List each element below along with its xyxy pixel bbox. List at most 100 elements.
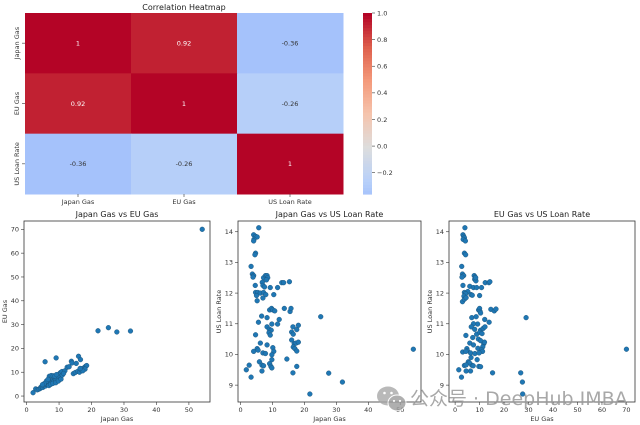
y-axis-label: US Loan Rate	[426, 290, 434, 334]
data-point	[470, 334, 476, 341]
colorbar-tick-label: 0.2	[377, 116, 387, 124]
colorbar-segment	[363, 151, 372, 156]
data-point	[252, 282, 258, 289]
x-tick-label: 20	[87, 406, 95, 414]
y-tick-label: 9	[440, 381, 444, 389]
data-point	[463, 362, 469, 368]
colorbar-segment	[363, 22, 372, 26]
colorbar-segment	[363, 70, 372, 74]
colorbar-segment	[363, 118, 372, 123]
data-point	[477, 310, 484, 316]
data-point	[45, 376, 51, 382]
colorbar-segment	[363, 106, 372, 111]
colorbar-segment	[363, 124, 372, 129]
x-tick-label: 50	[185, 406, 193, 414]
data-point	[463, 295, 469, 301]
data-point	[290, 324, 296, 330]
data-point	[281, 280, 287, 286]
data-point	[248, 374, 254, 380]
data-point	[290, 370, 296, 376]
colorbar-segment	[363, 109, 372, 114]
heatmap-cell-label: -0.26	[282, 100, 299, 108]
data-point	[199, 226, 205, 232]
data-point	[127, 328, 134, 334]
colorbar-segment	[363, 13, 372, 17]
heatmap-row-label: US Loan Rate	[13, 142, 21, 186]
data-point	[474, 357, 480, 363]
colorbar-segment	[363, 127, 372, 132]
data-point	[482, 324, 488, 330]
data-point	[263, 292, 269, 298]
y-tick-label: 40	[11, 297, 19, 305]
colorbar-segment	[363, 91, 372, 96]
data-point	[477, 364, 484, 370]
data-point	[474, 284, 480, 291]
heatmap-cell	[25, 73, 132, 135]
x-tick-label: 40	[152, 406, 160, 414]
colorbar-segment	[363, 172, 372, 177]
colorbar-tick-label: 0.6	[377, 63, 387, 71]
scatter-japan-vs-eu: Japan Gas vs EU Gas 0 10 20 30 40 50 0 10 20 30 40 5…	[1, 210, 211, 423]
data-point	[275, 284, 281, 291]
x-tick-label: 70	[622, 406, 630, 414]
y-tick-label: 0	[15, 392, 19, 400]
data-point	[489, 370, 496, 376]
y-tick-label: 30	[11, 321, 19, 329]
colorbar-segment	[363, 139, 372, 144]
heatmap-cell-label: 0.92	[177, 39, 191, 47]
y-tick-label: 20	[11, 345, 19, 353]
data-point	[462, 238, 468, 244]
data-point	[289, 337, 295, 343]
plot-title: Japan Gas vs US Loan Rate	[275, 210, 384, 219]
colorbar-segment	[363, 136, 372, 141]
wechat-icon	[377, 386, 407, 412]
data-point	[290, 331, 296, 337]
colorbar-segment	[363, 64, 372, 68]
x-tick-label: 30	[120, 406, 128, 414]
data-point	[463, 348, 469, 354]
heatmap-cell-label: -0.36	[282, 39, 299, 47]
colorbar-segment	[363, 94, 372, 99]
data-point	[39, 382, 46, 388]
colorbar-segment	[363, 142, 372, 147]
colorbar-segment	[363, 46, 372, 50]
heatmap-cell	[25, 133, 132, 195]
x-axis-label: Japan Gas	[100, 415, 134, 423]
colorbar-segment	[363, 85, 372, 90]
data-point	[269, 357, 275, 363]
data-point	[469, 292, 475, 298]
y-tick-label: 13	[225, 259, 233, 267]
data-point	[250, 274, 256, 280]
y-tick-label: 70	[11, 226, 19, 234]
colorbar-segment	[363, 55, 372, 59]
data-point	[269, 365, 275, 371]
data-point	[253, 292, 260, 299]
data-point	[295, 339, 301, 345]
data-point	[261, 284, 268, 290]
colorbar-segment	[363, 154, 372, 159]
data-point	[77, 357, 84, 363]
data-point	[260, 295, 266, 301]
x-tick-label: 40	[364, 406, 372, 414]
data-point	[467, 350, 474, 356]
data-point	[30, 390, 36, 396]
heatmap-cell-label: 1	[288, 160, 292, 168]
data-point	[473, 275, 479, 281]
colorbar-segment	[363, 187, 372, 192]
data-point	[318, 314, 324, 320]
colorbar-segment	[363, 82, 372, 86]
data-point	[259, 368, 265, 374]
data-point	[476, 292, 483, 299]
data-point	[472, 326, 478, 332]
x-tick-label: 40	[549, 406, 557, 414]
colorbar-segment	[363, 31, 372, 35]
heatmap-col-label: Japan Gas	[61, 198, 95, 206]
heatmap-cell	[131, 133, 238, 195]
x-tick-label: 20	[500, 406, 508, 414]
x-tick-label: 50	[573, 406, 581, 414]
colorbar-segment	[363, 163, 372, 168]
y-tick-label: 60	[11, 249, 19, 257]
colorbar-segment	[363, 88, 372, 93]
data-point	[77, 365, 83, 372]
